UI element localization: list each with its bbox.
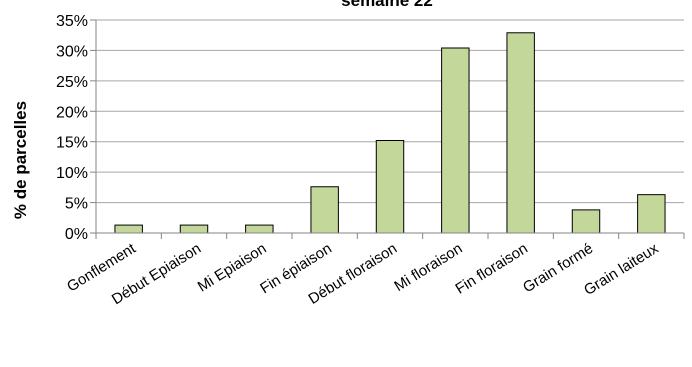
chart-title: semaine 22 <box>341 0 433 10</box>
x-tick-label: Mi Epiaison <box>195 240 270 296</box>
x-tick-label: Grain laiteux <box>581 240 662 299</box>
y-tick-label: 15% <box>56 135 88 152</box>
bar <box>571 209 601 234</box>
x-tick-label: Fin floraison <box>452 240 530 298</box>
y-tick-label: 35% <box>56 13 88 30</box>
y-tick-label: 0% <box>65 226 88 243</box>
y-axis-label: % de parcelles <box>11 101 30 219</box>
bar <box>637 194 666 234</box>
y-tick-label: 10% <box>56 165 88 182</box>
bar <box>114 224 143 234</box>
axes <box>95 20 685 239</box>
bar <box>375 139 405 234</box>
bar <box>441 47 470 234</box>
bars <box>114 32 666 234</box>
bar <box>506 32 535 234</box>
bar <box>310 186 339 234</box>
y-tick-label: 25% <box>56 74 88 91</box>
y-axis-ticks: 0% 5% 10% 15% 20% 25% 30% 35% <box>56 13 96 243</box>
bar <box>245 224 274 234</box>
y-tick-label: 20% <box>56 104 88 121</box>
y-tick-label: 5% <box>65 196 88 213</box>
y-tick-label: 30% <box>56 43 88 60</box>
bar <box>179 224 209 234</box>
